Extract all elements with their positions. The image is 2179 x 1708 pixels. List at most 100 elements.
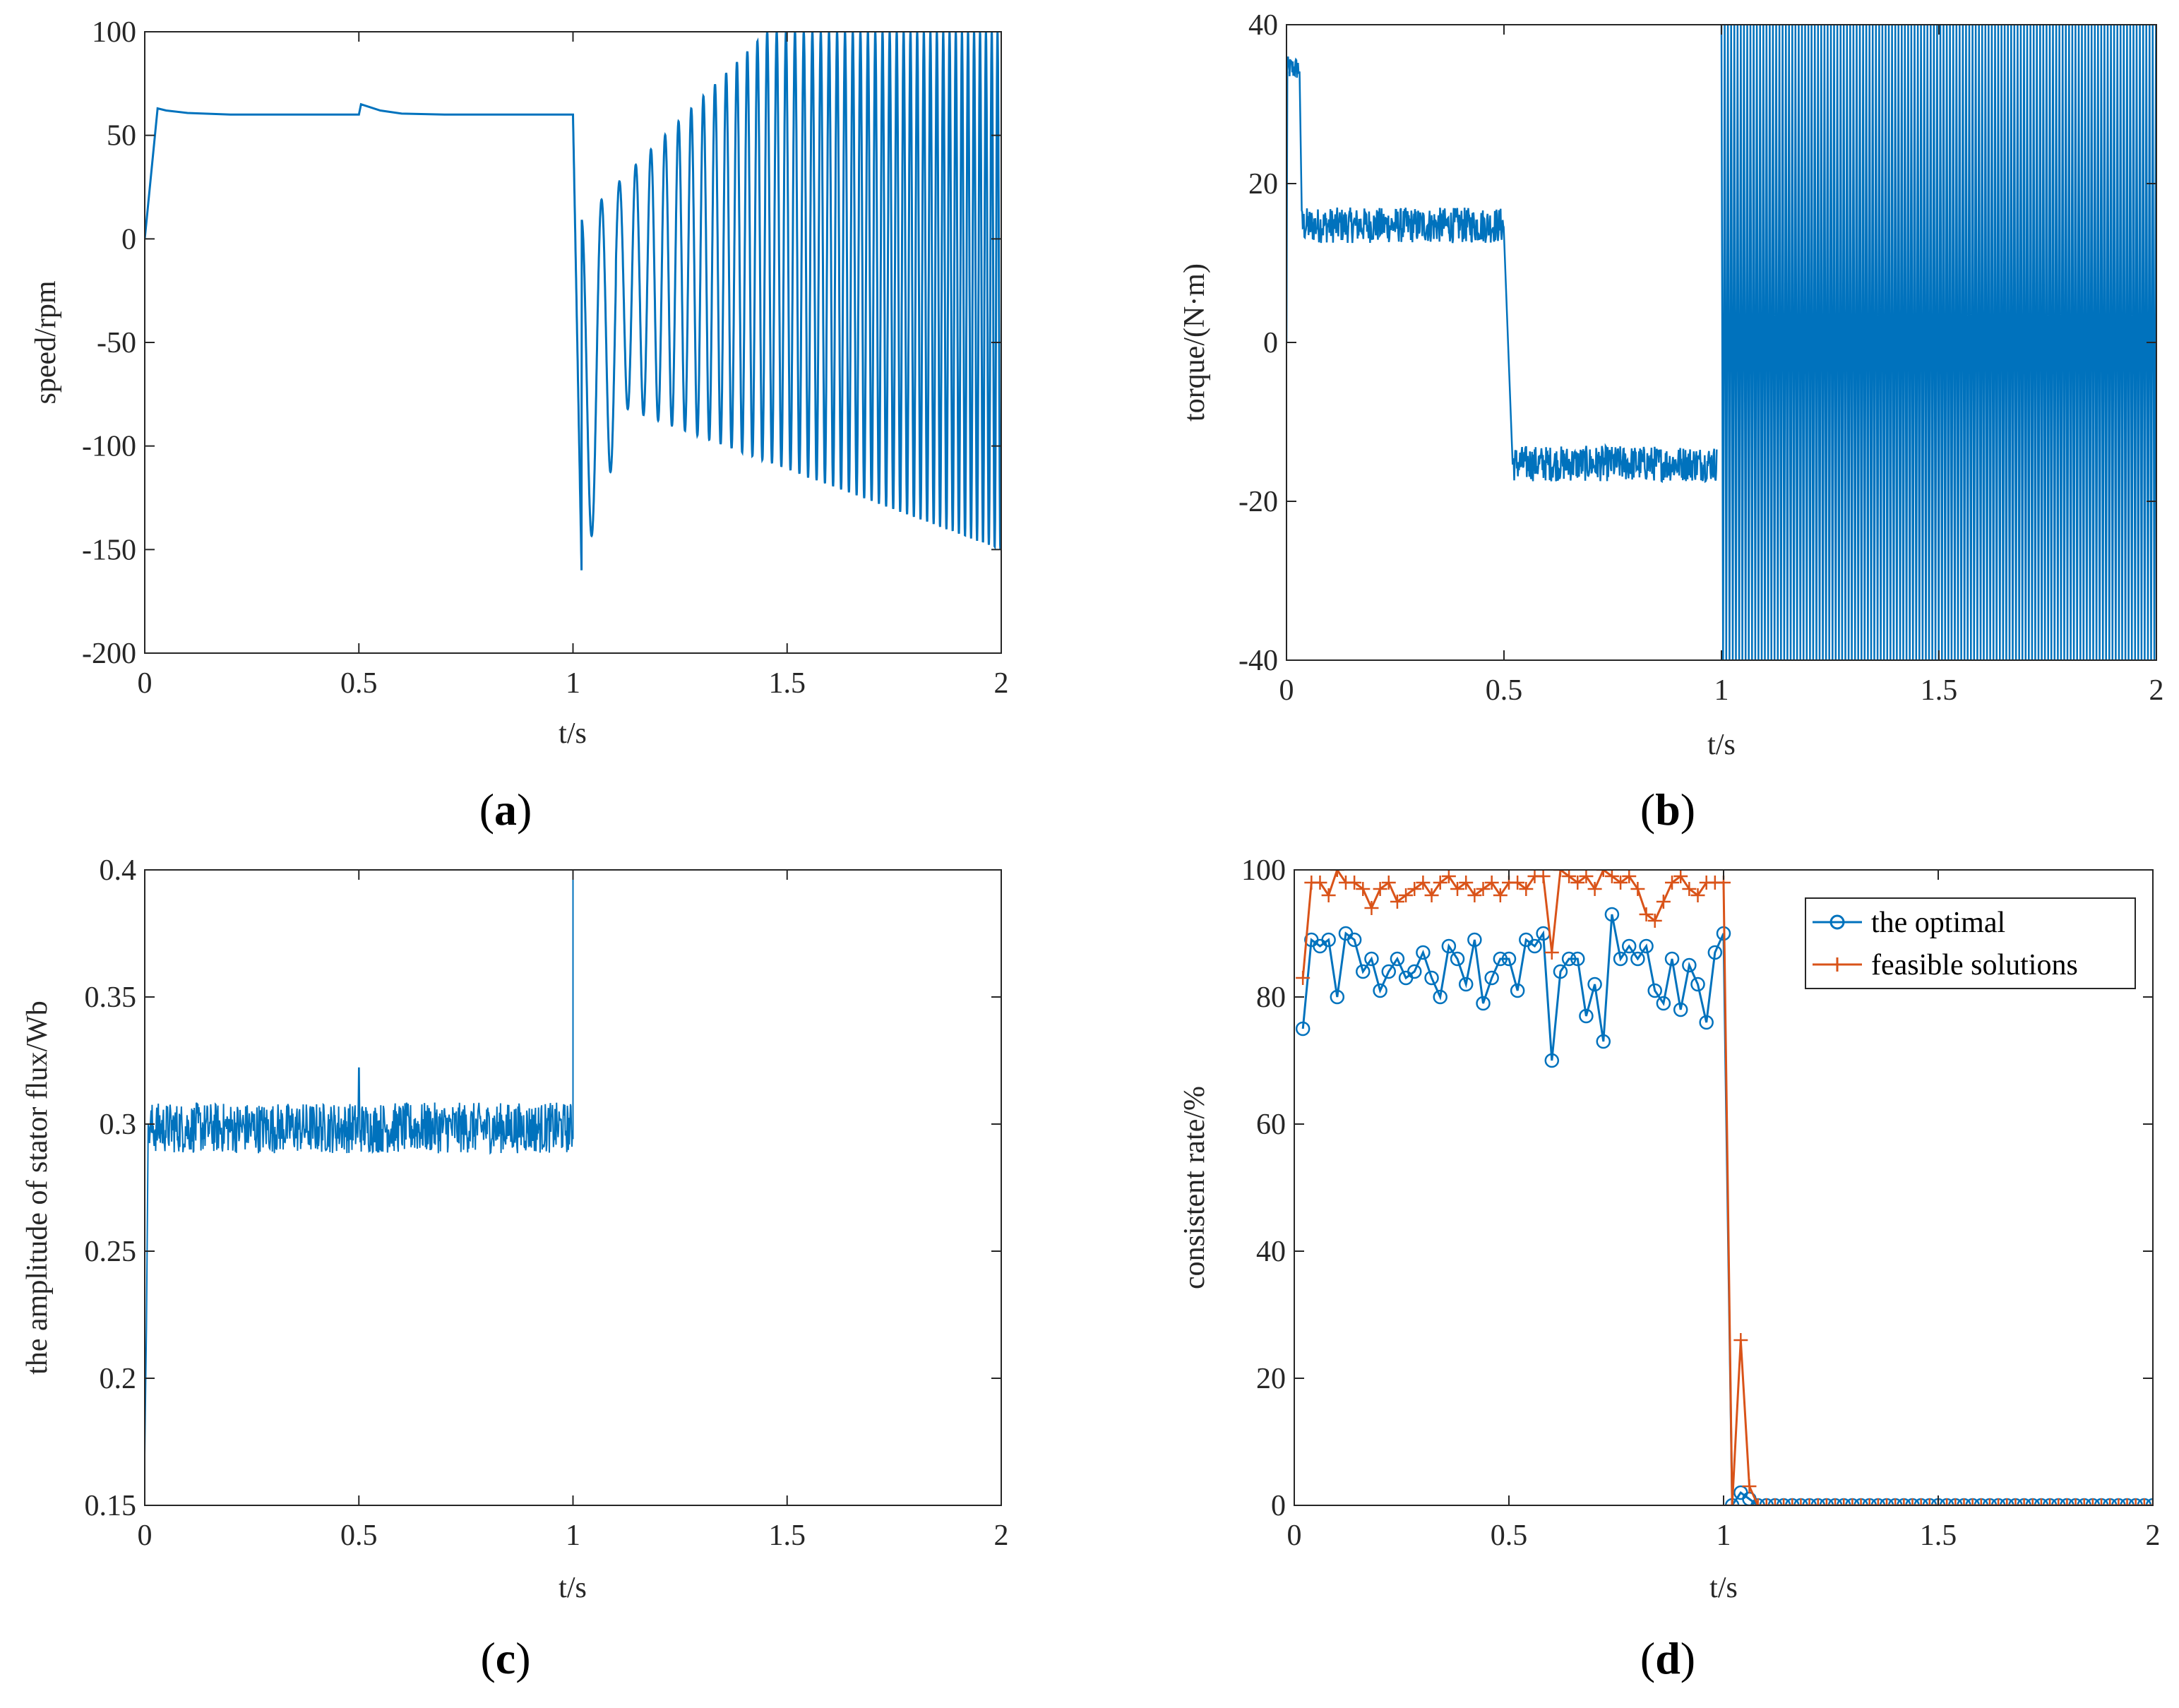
axes-a-ticks: 0 0.5 1 1.5 2 -200 -150 -100 -50 0 50 100 [82, 16, 1009, 700]
optimal-point [1321, 932, 1336, 948]
feasible-point [1330, 870, 1344, 877]
optimal-point [1484, 970, 1499, 986]
axes-c-xtick-label: 1.5 [769, 1519, 806, 1552]
feasible-point [1793, 1498, 1808, 1505]
feasible-point [1914, 1498, 1928, 1505]
panel-a-speed: 0 0.5 1 1.5 2 -200 -150 -100 -50 0 50 100 t/s speed… [30, 16, 1009, 835]
axes-b-xtick-label: 1 [1714, 674, 1729, 707]
axes-a-ylabel: speed/rpm [30, 280, 62, 404]
optimal-point [1639, 938, 1654, 954]
feasible-point [1665, 876, 1680, 890]
feasible-point [2120, 1498, 2135, 1505]
feasible-point [2128, 1498, 2143, 1505]
feasible-point [1390, 895, 1404, 909]
optimal-point [1450, 951, 1465, 967]
axes-b-ytick-label: -40 [1238, 645, 1278, 677]
optimal-point [1544, 1053, 1560, 1068]
optimal-point [1347, 932, 1362, 948]
optimal-point [1553, 964, 1568, 979]
feasible-point [1510, 876, 1525, 890]
feasible-point [2111, 1498, 2126, 1505]
feasible-point [2025, 1498, 2040, 1505]
optimal-point [1458, 977, 1474, 992]
legend-label-optimal: the optimal [1871, 907, 2005, 939]
axes-c-xtick-label: 0.5 [340, 1519, 378, 1552]
axes-c-xlabel: t/s [559, 1572, 587, 1604]
optimal-point [1630, 951, 1645, 967]
axes-d-ylabel: consistent rate/% [1178, 1086, 1211, 1289]
feasible-point [1416, 876, 1431, 890]
optimal-point [1613, 951, 1628, 967]
feasible-point [1905, 1498, 1920, 1505]
panel-c-caption: (c) [480, 1633, 530, 1683]
feasible-point [2103, 1498, 2118, 1505]
optimal-point [1373, 983, 1387, 998]
feasible-point [1810, 1498, 1825, 1505]
optimal-point [1467, 932, 1482, 948]
feasible-point [1819, 1498, 1834, 1505]
axes-a-xtick-label: 1.5 [769, 667, 806, 700]
feasible-point [1493, 888, 1508, 902]
torque-series-line [1286, 25, 2156, 660]
axes-d-ytick-label: 80 [1256, 981, 1286, 1014]
optimal-point [1295, 1021, 1311, 1037]
axes-c-ytick-label: 0.35 [85, 981, 137, 1014]
feasible-point [1313, 876, 1327, 890]
optimal-point [1390, 951, 1405, 967]
feasible-point [1974, 1498, 1988, 1505]
axes-b-ytick-label: 40 [1248, 9, 1278, 42]
axes-a-ytick-label: -150 [82, 534, 136, 566]
feasible-point [1484, 876, 1499, 890]
torque-line [1286, 56, 1718, 484]
axes-d-xtick-label: 2 [2146, 1519, 2161, 1552]
feasible-point [1407, 882, 1422, 896]
axes-d-ytick-label: 40 [1256, 1236, 1286, 1268]
optimal-point [1656, 996, 1671, 1011]
feasible-point [1948, 1498, 1963, 1505]
feasible-point [1399, 888, 1414, 902]
feasible-point [1570, 876, 1585, 890]
feasible-point [1373, 882, 1387, 896]
axes-b-xtick-label: 2 [2149, 674, 2164, 707]
axes-a-ytick-label: -100 [82, 431, 136, 463]
torque-oscillation [1720, 25, 2156, 660]
axes-c-ylabel: the amplitude of stator flux/Wb [21, 1001, 54, 1375]
feasible-point [1639, 907, 1654, 921]
feasible-point [1725, 1498, 1740, 1505]
axes-a-xtick-label: 0.5 [340, 667, 378, 700]
feasible-point [1613, 876, 1628, 890]
feasible-point [1853, 1498, 1868, 1505]
panel-a-caption: (a) [479, 784, 532, 835]
axes-c-ytick-label: 0.25 [85, 1236, 137, 1268]
axes-c-ytick-label: 0.3 [100, 1109, 137, 1141]
feasible-point [2060, 1498, 2074, 1505]
feasible-point [2051, 1498, 2066, 1505]
optimal-point [1433, 989, 1447, 1005]
feasible-point [1587, 882, 1602, 896]
legend-label-feasible: feasible solutions [1871, 949, 2078, 981]
axes-a-ytick-label: 0 [121, 223, 136, 256]
flux-series-line [145, 870, 574, 1455]
feasible-point [1441, 870, 1456, 883]
axes-b-xlabel: t/s [1707, 729, 1736, 761]
feasible-point [1733, 1333, 1748, 1347]
optimal-point [1690, 977, 1705, 992]
feasible-point [1777, 1498, 1791, 1505]
optimal-point [1441, 938, 1457, 954]
feasible-point [2077, 1498, 2091, 1505]
optimal-point [1424, 970, 1439, 986]
axes-b-xtick-label: 1.5 [1921, 674, 1958, 707]
optimal-point [1527, 938, 1542, 954]
panel-d-caption-letter: d [1655, 1633, 1680, 1683]
axes-a-xtick-label: 2 [994, 667, 1009, 700]
panel-a-caption-letter: a [494, 784, 517, 835]
panel-d-caption: (d) [1640, 1633, 1695, 1683]
optimal-point [1493, 951, 1508, 967]
optimal-point [1647, 983, 1662, 998]
feasible-point [1467, 888, 1482, 902]
feasible-point [1767, 1498, 1782, 1505]
feasible-point [1759, 1498, 1774, 1505]
feasible-point [1433, 876, 1447, 890]
feasible-point [1982, 1498, 1997, 1505]
axes-b-xtick-label: 0.5 [1486, 674, 1523, 707]
